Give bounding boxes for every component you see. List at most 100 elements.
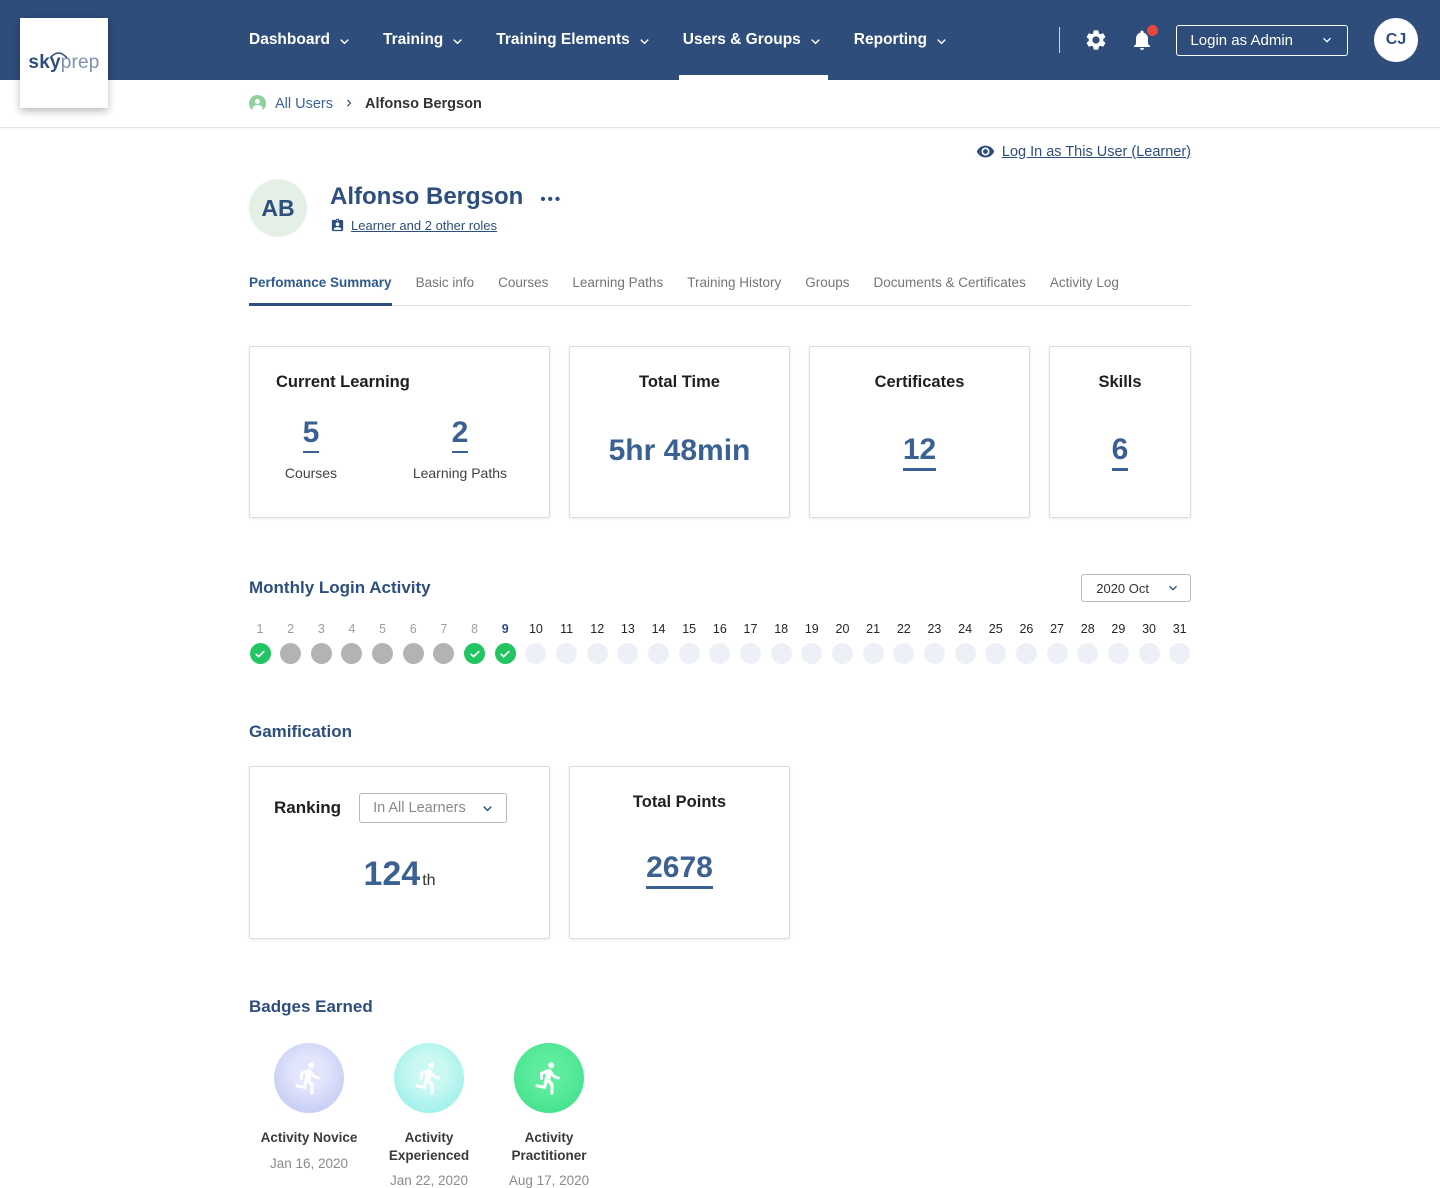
login-day-5: 5 — [372, 622, 394, 664]
settings-icon[interactable] — [1084, 28, 1108, 52]
day-number: 26 — [1019, 622, 1034, 636]
login-day-8: 8 — [464, 622, 486, 664]
courses-stat: 5 Courses — [284, 416, 338, 481]
login-day-30: 30 — [1138, 622, 1160, 664]
login-as-this-user-link[interactable]: Log In as This User (Learner) — [976, 142, 1191, 161]
eye-icon — [976, 145, 995, 158]
learning-paths-count-link[interactable]: 2 — [451, 416, 469, 453]
total-time-value: 5hr 48min — [608, 434, 751, 467]
login-day-27: 27 — [1046, 622, 1068, 664]
login-as-admin-dropdown[interactable]: Login as Admin — [1176, 24, 1348, 56]
chevron-down-icon — [483, 805, 492, 811]
day-number: 19 — [804, 622, 819, 636]
nav-item-users-groups[interactable]: Users & Groups — [678, 0, 828, 80]
login-day-10: 10 — [525, 622, 547, 664]
login-circle — [709, 643, 731, 664]
tab-perfomance-summary[interactable]: Perfomance Summary — [249, 275, 392, 306]
profile-header: AB Alfonso Bergson ••• Learner and 2 oth… — [249, 179, 1191, 237]
ranking-scope-dropdown[interactable]: In All Learners — [359, 793, 507, 823]
login-day-7: 7 — [433, 622, 455, 664]
tab-activity-log[interactable]: Activity Log — [1049, 275, 1119, 290]
navbar-menu: Dashboard Training Training Elements Users … — [249, 0, 950, 80]
login-circle — [923, 643, 945, 664]
badge-activity-experienced: Activity Experienced Jan 22, 2020 — [369, 1043, 489, 1188]
summary-cards-row: Current Learning 5 Courses 2 Learning Pa… — [249, 346, 1191, 518]
badge-circle-icon — [274, 1043, 344, 1113]
login-day-16: 16 — [709, 622, 731, 664]
courses-count-link[interactable]: 5 — [302, 416, 320, 453]
login-circle — [770, 643, 792, 664]
login-check-circle — [494, 643, 516, 664]
chevron-down-icon — [453, 38, 463, 44]
skyprep-logo[interactable]: skyprep — [20, 18, 108, 108]
login-day-13: 13 — [617, 622, 639, 664]
tab-basic-info[interactable]: Basic info — [415, 275, 475, 290]
navbar-divider — [1059, 27, 1061, 53]
login-circle — [831, 643, 853, 664]
user-avatar[interactable]: CJ — [1374, 18, 1418, 62]
page-title: Alfonso Bergson — [330, 183, 524, 210]
login-day-19: 19 — [801, 622, 823, 664]
nav-item-training[interactable]: Training — [383, 0, 466, 80]
profile-options-menu[interactable]: ••• — [540, 190, 563, 208]
chevron-down-icon — [811, 38, 820, 44]
login-circle — [280, 643, 302, 664]
day-number: 30 — [1142, 622, 1156, 636]
notifications-icon[interactable] — [1130, 25, 1159, 52]
nav-item-dashboard[interactable]: Dashboard — [249, 0, 353, 80]
login-day-3: 3 — [310, 622, 332, 664]
certificates-count-link[interactable]: 12 — [902, 432, 937, 471]
ranking-value: 124 — [363, 855, 421, 893]
roles-badge-icon — [331, 218, 344, 232]
skills-card: Skills 6 — [1049, 346, 1191, 518]
gamification-title: Gamification — [249, 722, 352, 741]
login-circle — [556, 643, 578, 664]
nav-item-reporting[interactable]: Reporting — [854, 0, 950, 80]
login-day-1: 1 — [249, 622, 271, 664]
login-circle — [678, 643, 700, 664]
login-check-circle — [464, 643, 486, 664]
profile-tabs: Perfomance Summary Basic info Courses Learn… — [249, 275, 1191, 306]
nav-item-training-elements[interactable]: Training Elements — [496, 0, 653, 80]
login-day-26: 26 — [1015, 622, 1037, 664]
tab-learning-paths[interactable]: Learning Paths — [572, 275, 664, 290]
tab-training-history[interactable]: Training History — [687, 275, 782, 290]
login-circle — [862, 643, 884, 664]
login-circle — [954, 643, 976, 664]
roles-row: Learner and 2 other roles — [330, 218, 562, 233]
tab-documents-certificates[interactable]: Documents & Certificates — [873, 275, 1026, 290]
check-icon — [500, 650, 510, 658]
badge-row: Activity Novice Jan 16, 2020 Activity Expe… — [249, 1043, 1191, 1188]
day-number: 31 — [1172, 622, 1187, 636]
month-selector-dropdown[interactable]: 2020 Oct — [1081, 574, 1191, 602]
total-time-card: Total Time 5hr 48min — [569, 346, 790, 518]
login-circle — [402, 643, 424, 664]
login-circle — [310, 643, 332, 664]
login-day-22: 22 — [893, 622, 915, 664]
login-circle — [525, 643, 547, 664]
top-navbar: skyprep Dashboard Training Training Elemen… — [0, 0, 1440, 108]
skills-count-link[interactable]: 6 — [1111, 432, 1129, 471]
login-day-23: 23 — [923, 622, 945, 664]
monthly-login-header: Monthly Login Activity 2020 Oct — [249, 574, 1191, 602]
login-circle — [341, 643, 363, 664]
breadcrumb-all-users[interactable]: All Users — [275, 95, 334, 112]
profile-avatar: AB — [249, 179, 307, 237]
day-number: 17 — [743, 622, 758, 636]
total-points-link[interactable]: 2678 — [646, 850, 713, 889]
learning-paths-stat: 2 Learning Paths — [412, 416, 507, 481]
login-day-14: 14 — [648, 622, 670, 664]
login-day-25: 25 — [985, 622, 1007, 664]
day-number: 23 — [927, 622, 942, 636]
login-circle — [1138, 643, 1160, 664]
day-number: 10 — [528, 622, 543, 636]
roles-link[interactable]: Learner and 2 other roles — [351, 218, 497, 233]
badge-circle-icon — [514, 1043, 584, 1113]
tab-courses[interactable]: Courses — [498, 275, 549, 290]
certificates-card: Certificates 12 — [809, 346, 1030, 518]
login-circle — [586, 643, 608, 664]
tab-groups[interactable]: Groups — [805, 275, 850, 290]
login-circle — [801, 643, 823, 664]
